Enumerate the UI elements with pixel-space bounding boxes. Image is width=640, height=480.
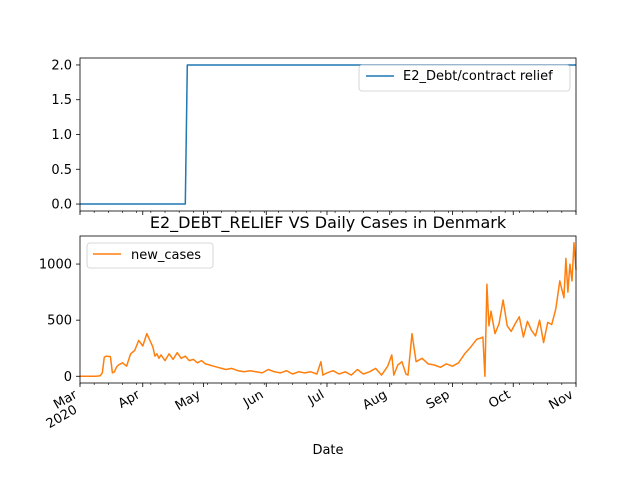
bottom-chart-title: E2_DEBT_RELIEF VS Daily Cases in Denmark — [150, 213, 507, 233]
top-y-axis: 0.0 0.5 1.0 1.5 2.0 — [51, 58, 80, 213]
bottom-legend-box — [86, 242, 214, 269]
top-ytick-label: 1.5 — [51, 93, 72, 108]
bottom-ytick-label: 0 — [64, 370, 72, 385]
top-ytick-label: 0.5 — [51, 163, 72, 178]
bottom-legend-label: new_cases — [131, 248, 201, 263]
bottom-plot-frame — [79, 235, 577, 384]
top-x-axis — [79, 211, 577, 215]
top-subplot: 0.0 0.5 1.0 1.5 2.0 E2_Debt/contract relief — [51, 57, 577, 215]
bottom-ytick-label: 1000 — [39, 258, 72, 273]
top-ytick-label: 0.0 — [51, 198, 72, 213]
top-ytick-label: 1.0 — [51, 128, 72, 143]
bottom-xtick-label: Apr — [116, 387, 144, 412]
bottom-subplot: E2_DEBT_RELIEF VS Daily Cases in Denmark… — [39, 213, 577, 458]
bottom-y-axis: 0 500 1000 — [39, 258, 80, 385]
bottom-xtick-label: May — [173, 387, 204, 414]
bottom-xtick-label: Nov — [547, 387, 577, 413]
bottom-xtick-label: Oct — [486, 387, 513, 411]
bottom-legend: new_cases — [86, 242, 214, 269]
bottom-xtick-label: Aug — [360, 387, 389, 413]
bottom-plot-series — [80, 241, 577, 378]
top-ytick-label: 2.0 — [51, 58, 72, 73]
x-axis-label: Date — [312, 443, 343, 458]
top-legend-box — [358, 64, 571, 92]
bottom-ytick-label: 500 — [47, 314, 72, 329]
top-legend: E2_Debt/contract relief — [358, 64, 571, 92]
bottom-xtick-label: Jun — [240, 387, 266, 411]
bottom-xtick-label: Jul — [305, 387, 327, 408]
bottom-xtick-label: Sep — [424, 387, 453, 412]
top-legend-label: E2_Debt/contract relief — [403, 69, 553, 84]
series-line-0 — [80, 241, 577, 378]
